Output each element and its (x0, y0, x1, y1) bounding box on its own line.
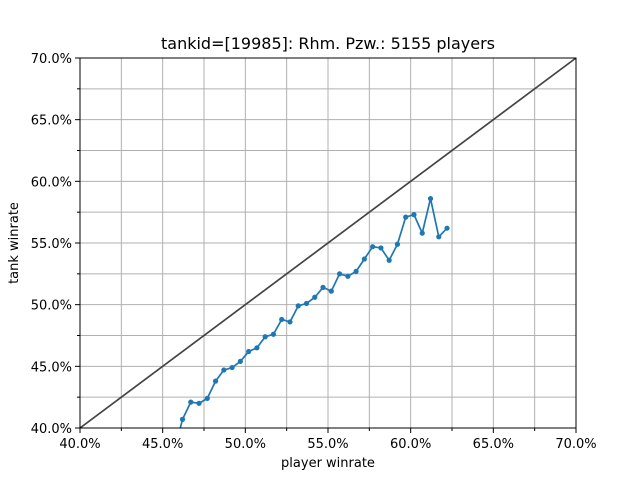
data-point (403, 214, 409, 220)
data-point (419, 230, 425, 236)
data-point (361, 256, 367, 262)
x-tick-label: 50.0% (225, 437, 266, 452)
data-point (196, 400, 202, 406)
chart-title: tankid=[19985]: Rhm. Pzw.: 5155 players (161, 34, 495, 53)
reference-line-layer (80, 58, 576, 428)
x-tick-label: 70.0% (555, 437, 596, 452)
data-point (254, 345, 260, 351)
data-point (378, 245, 384, 251)
x-tick-label: 55.0% (307, 437, 348, 452)
y-tick-label: 65.0% (31, 114, 72, 129)
x-tick-label: 40.0% (59, 437, 100, 452)
y-tick-label: 50.0% (31, 299, 72, 314)
data-point (221, 367, 227, 373)
y-tick-label: 60.0% (31, 175, 72, 190)
reference-diagonal-line (80, 58, 576, 428)
y-tick-label: 70.0% (31, 52, 72, 67)
data-point (320, 284, 326, 290)
data-point (386, 257, 392, 263)
data-point (246, 348, 252, 355)
x-tick-label: 60.0% (390, 437, 431, 452)
x-axis-label: player winrate (281, 456, 375, 471)
y-tick-label: 40.0% (31, 422, 72, 437)
data-point (312, 294, 318, 300)
data-point (411, 212, 417, 218)
data-point (427, 196, 434, 202)
data-point (262, 334, 268, 340)
data-point (328, 288, 334, 294)
series-line (179, 197, 448, 428)
data-point (287, 319, 293, 325)
y-tick-label: 55.0% (31, 237, 72, 252)
y-axis-ticks: 40.0% 45.0% 50.0% 55.0% 60.0% 65.0% 70.0% (31, 52, 80, 437)
series-layer (179, 196, 450, 428)
data-point (279, 316, 285, 323)
data-point (204, 395, 210, 401)
x-axis-ticks: 40.0% 45.0% 50.0% 55.0% 60.0% 65.0% 70.0% (59, 428, 597, 452)
y-axis-label: tank winrate (7, 202, 22, 284)
x-tick-label: 65.0% (473, 437, 514, 452)
x-tick-label: 45.0% (142, 437, 183, 452)
data-point (188, 399, 194, 405)
data-point (237, 358, 243, 364)
data-point (345, 273, 351, 279)
data-point (295, 303, 301, 309)
data-point (436, 234, 442, 240)
data-point (270, 331, 277, 337)
data-point (179, 416, 186, 422)
data-point (336, 271, 343, 277)
data-point (444, 225, 450, 231)
data-point (229, 364, 235, 371)
data-point (303, 300, 310, 307)
data-point (212, 378, 219, 384)
data-point (370, 244, 376, 250)
y-tick-label: 45.0% (31, 360, 72, 375)
data-point (353, 268, 359, 274)
data-point (394, 241, 401, 247)
